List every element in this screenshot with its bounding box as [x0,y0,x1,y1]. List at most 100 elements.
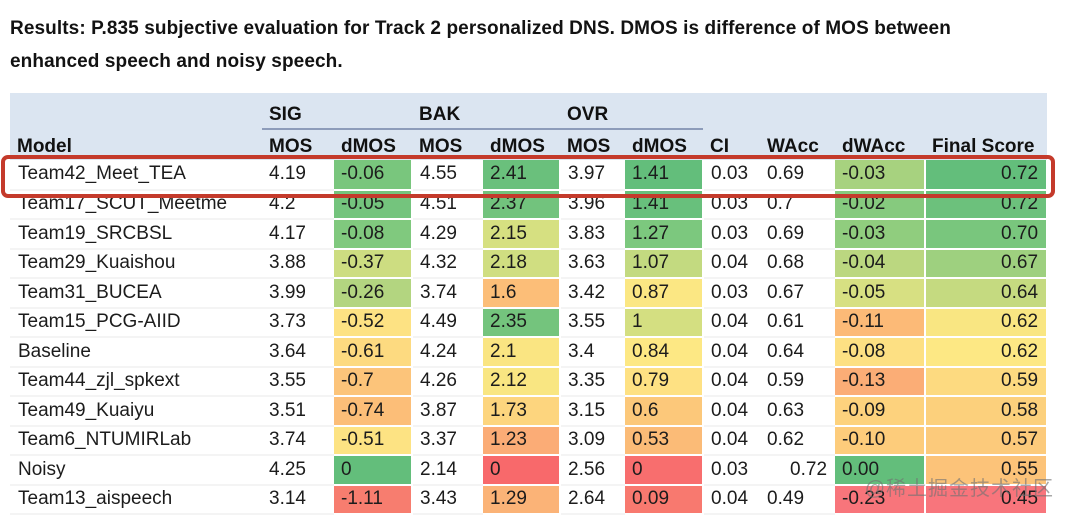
value-cell: 0.64 [925,278,1049,309]
value-cell: 0.67 [760,278,836,309]
value-cell: 0.57 [925,425,1049,456]
value-cell: 3.09 [560,425,626,456]
value-cell: 0.45 [925,484,1049,515]
value-cell: 0.59 [925,366,1049,397]
model-cell: Team17_SCUT_Meetme [10,189,262,220]
value-cell: 0.04 [703,366,761,397]
value-cell: -0.05 [334,189,414,220]
value-cell: 4.32 [412,248,484,279]
model-cell: Team15_PCG-AIID [10,307,262,338]
group-header-ovr: OVR [560,93,704,130]
value-cell: 2.56 [560,455,626,486]
group-header-row: SIG BAK OVR [10,93,1048,130]
value-cell: -0.51 [334,425,414,456]
value-cell: -0.23 [835,484,927,515]
value-cell: 4.49 [412,307,484,338]
value-cell: 0 [483,455,562,486]
value-cell: 0.64 [760,337,836,368]
value-cell: 0.67 [925,248,1049,279]
table-row: Team29_Kuaishou 3.88 -0.37 4.32 2.18 3.63 1.07… [10,248,1049,279]
value-cell: -0.08 [334,219,414,250]
value-cell: -0.08 [835,337,927,368]
value-cell: 0.59 [760,366,836,397]
value-cell: 3.99 [262,278,334,309]
group-header-blank [835,93,926,129]
column-header-model: Model [10,129,262,160]
value-cell: -0.04 [835,248,927,279]
column-header-dmos: dMOS [625,129,704,160]
group-header-bak: BAK [412,93,561,130]
table-row: Team19_SRCBSL 4.17 -0.08 4.29 2.15 3.83 1.27 0.… [10,219,1049,250]
group-header-blank [10,93,262,129]
value-cell: -0.10 [835,425,927,456]
value-cell: 3.74 [262,425,334,456]
table-row: Noisy 4.25 0 2.14 0 2.56 0 0.03 0.72 0.00 0.55 [10,455,1049,486]
value-cell: 2.35 [483,307,562,338]
value-cell: -0.7 [334,366,414,397]
value-cell: 0.04 [703,425,761,456]
group-header-blank [760,93,836,129]
value-cell: -0.03 [835,219,927,250]
model-cell: Team19_SRCBSL [10,219,262,250]
value-cell: 0.55 [925,455,1049,486]
value-cell: 3.96 [560,189,626,220]
value-cell: 0 [625,455,705,486]
value-cell: 0.69 [760,160,836,191]
model-cell: Team42_Meet_TEA [10,160,262,191]
value-cell: -0.26 [334,278,414,309]
watermark: @稀土掘金技术社区 [864,478,1054,500]
value-cell: 3.64 [262,337,334,368]
table-row: Team17_SCUT_Meetme 4.2 -0.05 4.51 2.37 3.96 1.… [10,189,1049,220]
value-cell: 3.4 [560,337,626,368]
value-cell: 0.61 [760,307,836,338]
value-cell: 3.37 [412,425,484,456]
column-header-dmos: dMOS [334,129,413,160]
value-cell: 0.68 [760,248,836,279]
value-cell: 0.62 [760,425,836,456]
value-cell: 0.04 [703,396,761,427]
value-cell: 1.6 [483,278,562,309]
table-row: Team31_BUCEA 3.99 -0.26 3.74 1.6 3.42 0.87 0.03… [10,278,1049,309]
value-cell: -0.09 [835,396,927,427]
value-cell: 2.64 [560,484,626,515]
value-cell: 3.73 [262,307,334,338]
value-cell: 0.03 [703,219,761,250]
value-cell: 3.35 [560,366,626,397]
column-header-ci: CI [703,129,761,160]
value-cell: -0.13 [835,366,927,397]
table-row: Baseline 3.64 -0.61 4.24 2.1 3.4 0.84 0.04 0.64-… [10,337,1049,368]
model-cell: Team31_BUCEA [10,278,262,309]
value-cell: 2.15 [483,219,562,250]
model-cell: Noisy [10,455,262,486]
model-cell: Baseline [10,337,262,368]
value-cell: 0.04 [703,337,761,368]
value-cell: 3.97 [560,160,626,191]
group-header-blank [703,93,761,129]
value-cell: -0.37 [334,248,414,279]
value-cell: 0.53 [625,425,705,456]
value-cell: 0.70 [925,219,1049,250]
value-cell: 2.18 [483,248,562,279]
value-cell: 2.12 [483,366,562,397]
column-header-dwacc: dWAcc [835,129,926,160]
value-cell: 0.49 [760,484,836,515]
value-cell: 2.1 [483,337,562,368]
value-cell: 1.23 [483,425,562,456]
value-cell: 0.79 [625,366,705,397]
column-header-mos: MOS [262,129,334,160]
value-cell: -0.52 [334,307,414,338]
value-cell: 0.72 [760,455,836,486]
value-cell: 0.62 [925,307,1049,338]
value-cell: 1.41 [625,160,705,191]
value-cell: -0.02 [835,189,927,220]
value-cell: 0.6 [625,396,705,427]
value-cell: 1.41 [625,189,705,220]
value-cell: 3.14 [262,484,334,515]
value-cell: 0.09 [625,484,705,515]
column-header-dmos: dMOS [483,129,561,160]
column-header-mos: MOS [412,129,484,160]
value-cell: 1.07 [625,248,705,279]
group-header-sig: SIG [262,93,413,130]
table-row: Team44_zjl_spkext 3.55 -0.7 4.26 2.12 3.35 0.7… [10,366,1049,397]
